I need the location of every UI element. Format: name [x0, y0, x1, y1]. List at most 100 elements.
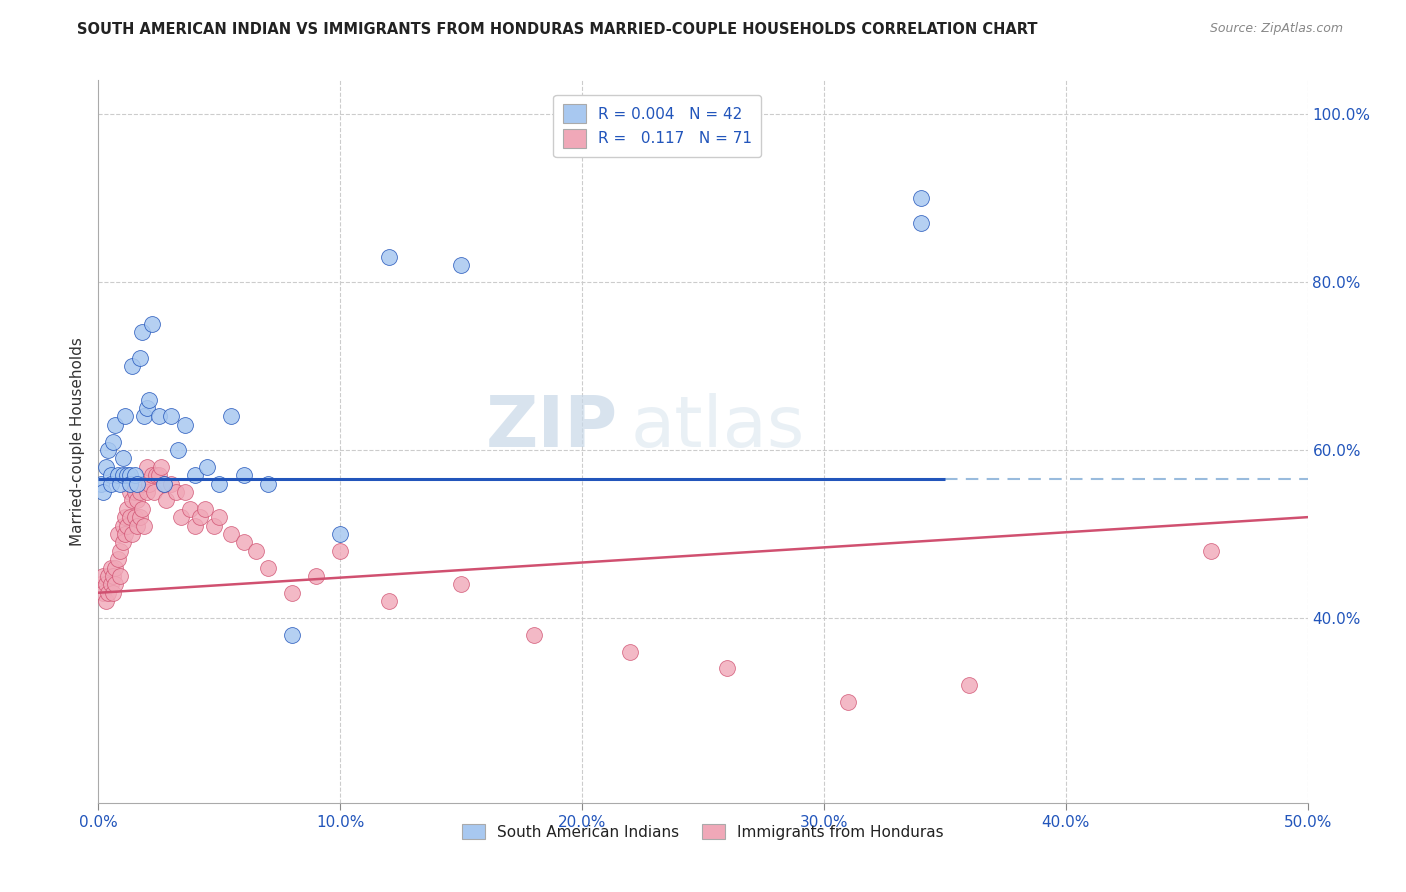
Point [101, 569, 124, 583]
Point [169, 510, 191, 524]
Point [160, 476, 183, 491]
Point [121, 493, 143, 508]
Point [148, 468, 170, 483]
Point [329, 527, 352, 541]
Point [619, 644, 641, 658]
Point [138, 392, 160, 407]
Point [184, 468, 207, 483]
Point [329, 543, 352, 558]
Point [256, 476, 278, 491]
Point [145, 468, 167, 483]
Text: SOUTH AMERICAN INDIAN VS IMMIGRANTS FROM HONDURAS MARRIED-COUPLE HOUSEHOLDS CORR: SOUTH AMERICAN INDIAN VS IMMIGRANTS FROM… [77, 22, 1038, 37]
Point [104, 560, 127, 574]
Point [152, 476, 174, 491]
Point [118, 468, 141, 483]
Point [135, 401, 157, 415]
Point [138, 476, 160, 491]
Point [97, 442, 120, 457]
Point [232, 535, 254, 549]
Point [837, 695, 859, 709]
Point [204, 518, 226, 533]
Point [107, 552, 129, 566]
Point [121, 359, 143, 373]
Point [184, 518, 207, 533]
Point [221, 409, 243, 424]
Point [131, 326, 153, 340]
Point [165, 485, 187, 500]
Point [135, 485, 157, 500]
Point [910, 216, 932, 230]
Point [107, 527, 129, 541]
Point [910, 191, 932, 205]
Point [1199, 543, 1222, 558]
Point [100, 476, 122, 491]
Point [101, 434, 124, 449]
Point [377, 250, 399, 264]
Point [100, 577, 122, 591]
Point [167, 442, 190, 457]
Point [179, 501, 201, 516]
Point [174, 417, 197, 432]
Point [114, 527, 136, 541]
Point [107, 468, 129, 483]
Legend: South American Indians, Immigrants from Honduras: South American Indians, Immigrants from … [456, 818, 950, 846]
Point [118, 476, 141, 491]
Point [450, 577, 472, 591]
Point [127, 476, 149, 491]
Point [127, 518, 149, 533]
Point [957, 678, 980, 692]
Text: Source: ZipAtlas.com: Source: ZipAtlas.com [1209, 22, 1343, 36]
Point [117, 468, 139, 483]
Point [124, 485, 146, 500]
Point [716, 661, 738, 675]
Point [117, 518, 139, 533]
Point [523, 628, 546, 642]
Y-axis label: Married-couple Households: Married-couple Households [69, 337, 84, 546]
Point [100, 560, 122, 574]
Point [108, 569, 131, 583]
Point [131, 501, 153, 516]
Point [305, 569, 328, 583]
Point [188, 510, 211, 524]
Point [90, 476, 112, 491]
Point [118, 510, 141, 524]
Point [141, 317, 163, 331]
Point [90, 577, 112, 591]
Point [245, 543, 267, 558]
Point [208, 510, 231, 524]
Point [155, 493, 177, 508]
Point [232, 468, 254, 483]
Point [174, 485, 197, 500]
Point [131, 476, 153, 491]
Text: ZIP: ZIP [486, 392, 619, 461]
Point [128, 485, 150, 500]
Point [117, 501, 139, 516]
Point [94, 577, 117, 591]
Point [160, 409, 183, 424]
Point [194, 501, 217, 516]
Point [377, 594, 399, 608]
Point [152, 476, 174, 491]
Point [195, 459, 218, 474]
Point [128, 351, 150, 365]
Point [281, 586, 304, 600]
Point [91, 586, 114, 600]
Point [124, 510, 146, 524]
Point [256, 560, 278, 574]
Point [128, 510, 150, 524]
Point [450, 258, 472, 272]
Point [114, 409, 136, 424]
Point [143, 485, 166, 500]
Point [97, 569, 120, 583]
Point [94, 594, 117, 608]
Point [111, 451, 134, 466]
Point [101, 586, 124, 600]
Point [208, 476, 231, 491]
Point [221, 527, 243, 541]
Point [91, 569, 114, 583]
Point [114, 510, 136, 524]
Point [111, 468, 134, 483]
Point [134, 409, 156, 424]
Text: atlas: atlas [630, 392, 804, 461]
Point [111, 518, 134, 533]
